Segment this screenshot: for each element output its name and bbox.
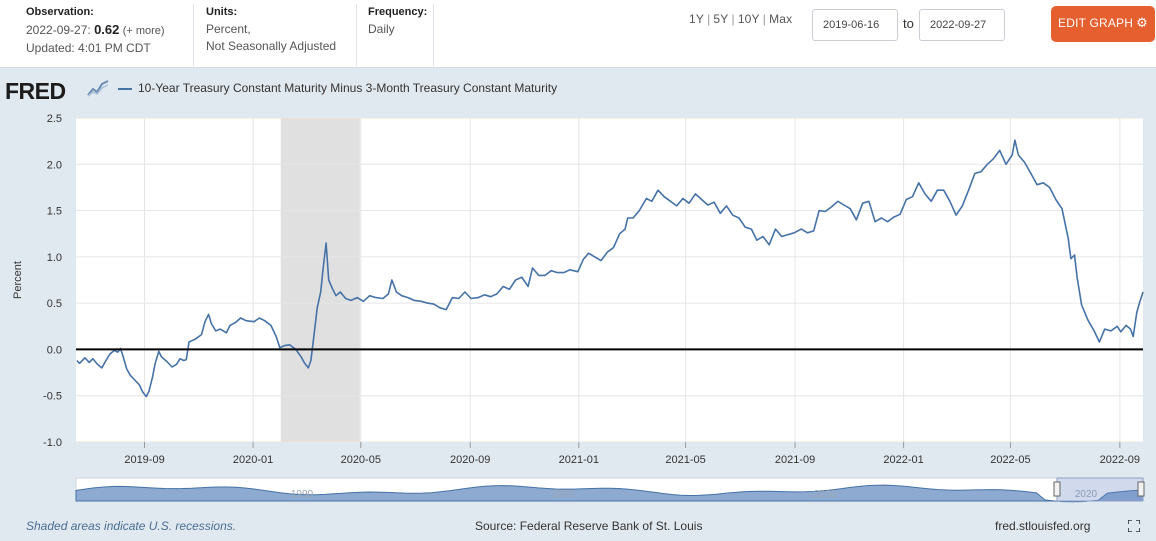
observation-block: Observation: 2022-09-27: 0.62 (+ more) U…	[26, 4, 165, 57]
x-tick-label: 2021-05	[665, 454, 705, 466]
x-tick-label: 2022-01	[883, 454, 923, 466]
y-axis-label: Percent	[12, 261, 24, 299]
units-block: Units: Percent, Not Seasonally Adjusted	[206, 4, 336, 55]
series-info-bar: Observation: 2022-09-27: 0.62 (+ more) U…	[0, 0, 1156, 68]
series-line	[76, 139, 1144, 398]
navigator-year-label: 2020	[1075, 489, 1098, 500]
y-tick-label: 1.0	[47, 252, 62, 264]
x-tick-label: 2021-09	[775, 454, 815, 466]
y-tick-label: 2.0	[47, 159, 62, 171]
fullscreen-icon[interactable]	[1128, 520, 1140, 532]
frequency-label: Frequency:	[368, 6, 428, 18]
frequency-block: Frequency: Daily	[368, 4, 427, 38]
chart-legend: 10-Year Treasury Constant Maturity Minus…	[118, 81, 557, 95]
x-tick-label: 2019-09	[124, 454, 164, 466]
legend-swatch	[118, 87, 132, 90]
range-5y[interactable]: 5Y	[713, 12, 729, 26]
x-tick-label: 2020-09	[450, 454, 490, 466]
navigator-handle[interactable]	[1053, 481, 1061, 497]
recession-band	[280, 118, 360, 442]
observation-label: Observation:	[26, 6, 94, 18]
navigator-handle[interactable]	[1137, 481, 1145, 497]
updated-time: Updated: 4:01 PM CDT	[26, 41, 151, 55]
range-10y[interactable]: 10Y	[737, 12, 760, 26]
x-tick-label: 2022-05	[990, 454, 1030, 466]
navigator-year-label: 1990	[291, 489, 314, 500]
recession-note: Shaded areas indicate U.S. recessions.	[26, 519, 237, 533]
navigator-selection	[1056, 477, 1144, 502]
range-1y[interactable]: 1Y	[689, 12, 705, 26]
x-tick-label: 2020-01	[233, 454, 273, 466]
plot-background	[76, 118, 1143, 442]
gear-icon: ⚙	[1136, 15, 1148, 30]
y-tick-label: 0.5	[47, 298, 62, 310]
observation-value: 0.62	[94, 22, 120, 37]
navigator-area	[75, 484, 1144, 503]
range-max[interactable]: Max	[769, 12, 793, 26]
observation-more-link[interactable]: (+ more)	[122, 25, 165, 37]
info-divider	[193, 4, 194, 66]
chart-area: FRED 10-Year Treasury Constant Maturity …	[0, 69, 1156, 541]
units-label: Units:	[206, 6, 238, 18]
y-tick-label: -0.5	[43, 391, 62, 403]
fred-logo[interactable]: FRED	[5, 78, 66, 104]
range-selector: 1Y | 5Y | 10Y | Max	[689, 12, 793, 26]
x-tick-label: 2021-01	[559, 454, 599, 466]
observation-date: 2022-09-27:	[26, 23, 91, 37]
to-label: to	[903, 16, 914, 31]
x-tick-label: 2022-09	[1100, 454, 1140, 466]
y-tick-label: 0.0	[47, 344, 62, 356]
navigator-year-label: 2010	[814, 489, 837, 500]
source-note: Source: Federal Reserve Bank of St. Loui…	[475, 519, 703, 533]
site-link[interactable]: fred.stlouisfed.org	[995, 519, 1091, 533]
info-divider	[356, 4, 357, 66]
y-tick-label: 2.5	[47, 113, 62, 125]
navigator-year-label: 2000	[552, 489, 575, 500]
x-tick-label: 2020-05	[341, 454, 381, 466]
y-tick-label: -1.0	[43, 437, 62, 449]
units-line1: Percent,	[206, 22, 251, 36]
start-date-input[interactable]	[812, 9, 898, 41]
y-tick-label: 1.5	[47, 206, 62, 218]
units-line2: Not Seasonally Adjusted	[206, 39, 337, 53]
legend-series-name: 10-Year Treasury Constant Maturity Minus…	[138, 81, 558, 95]
info-divider	[433, 4, 434, 66]
end-date-input[interactable]	[919, 9, 1005, 41]
frequency-value: Daily	[368, 22, 395, 36]
line-chart: 2.5 2.0 1.5 1.0 0.5 0.0 -0.5 -1.0 2019-09 2020-01…	[12, 113, 1145, 503]
edit-graph-label: EDIT GRAPH	[1058, 16, 1134, 30]
edit-graph-button[interactable]: EDIT GRAPH ⚙	[1051, 6, 1155, 42]
fred-logo-chart-icon	[87, 79, 109, 97]
